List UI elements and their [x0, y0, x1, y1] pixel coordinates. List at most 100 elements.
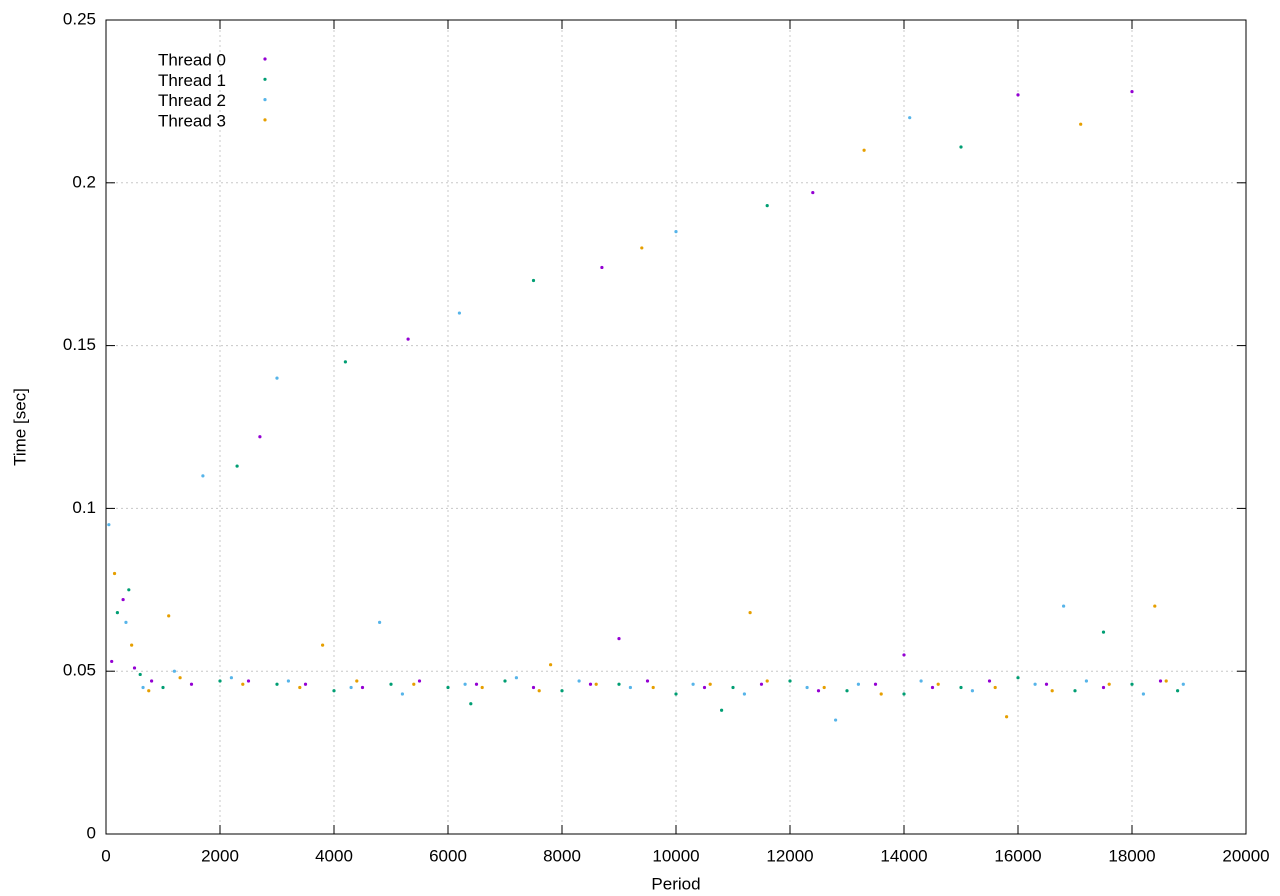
point — [993, 685, 997, 690]
point — [1033, 682, 1037, 686]
point — [474, 682, 479, 686]
x-tick-label: 0 — [101, 846, 110, 865]
point — [873, 682, 878, 686]
point — [759, 682, 764, 686]
point — [816, 689, 821, 693]
point — [919, 679, 923, 683]
point — [332, 689, 336, 693]
point — [150, 679, 154, 683]
point — [1176, 689, 1180, 693]
point — [748, 610, 752, 615]
point — [201, 474, 205, 478]
point — [674, 230, 678, 234]
point — [549, 663, 553, 667]
point — [406, 337, 410, 341]
point — [908, 116, 912, 120]
point — [1141, 692, 1145, 696]
legend-marker — [263, 118, 267, 122]
point — [1164, 679, 1168, 683]
point — [378, 620, 382, 624]
legend-label: Thread 2 — [158, 91, 226, 110]
point — [417, 679, 422, 683]
point — [355, 679, 359, 683]
point — [1101, 630, 1106, 634]
point — [765, 203, 769, 208]
y-tick-label: 0.2 — [72, 172, 96, 191]
point — [167, 614, 171, 618]
point — [531, 685, 536, 690]
point — [674, 692, 678, 696]
point — [469, 702, 473, 706]
point — [178, 676, 182, 680]
point — [902, 692, 906, 696]
point — [389, 682, 393, 686]
point — [1073, 689, 1077, 693]
legend-marker — [263, 57, 267, 61]
point — [141, 685, 145, 690]
point — [930, 685, 935, 690]
point — [702, 685, 707, 690]
legend-marker — [263, 98, 267, 102]
point — [503, 679, 507, 683]
point — [1005, 715, 1009, 719]
legend-marker — [263, 77, 267, 81]
point — [1079, 122, 1083, 126]
point — [805, 685, 809, 690]
y-axis-label: Time [sec] — [10, 388, 29, 466]
point — [645, 679, 650, 683]
point — [275, 376, 279, 380]
x-tick-label: 2000 — [201, 846, 239, 865]
legend-label: Thread 1 — [158, 71, 226, 90]
point — [115, 610, 119, 615]
point — [189, 682, 194, 686]
point — [172, 669, 176, 673]
point — [246, 679, 251, 683]
point — [577, 679, 581, 683]
point — [147, 689, 151, 693]
point — [970, 689, 975, 693]
point — [258, 435, 262, 439]
y-tick-label: 0.25 — [63, 9, 96, 28]
y-tick-label: 0.15 — [63, 335, 96, 354]
point — [446, 685, 450, 690]
point — [834, 718, 838, 722]
plot-frame — [105, 19, 1247, 835]
point — [275, 682, 279, 686]
x-tick-label: 16000 — [994, 846, 1041, 865]
point — [588, 682, 593, 686]
point — [1044, 682, 1049, 686]
point — [1107, 682, 1111, 686]
x-tick-label: 12000 — [766, 846, 813, 865]
point — [1130, 90, 1134, 94]
point — [132, 666, 137, 670]
point — [788, 679, 792, 683]
x-tick-label: 14000 — [880, 846, 927, 865]
point — [343, 360, 347, 364]
y-tick-label: 0.1 — [72, 498, 96, 517]
point — [845, 689, 849, 693]
point — [349, 685, 353, 690]
point — [1101, 685, 1106, 690]
point — [235, 464, 239, 468]
point — [107, 523, 111, 527]
point — [731, 685, 735, 690]
point — [862, 148, 866, 152]
point — [1016, 93, 1020, 97]
x-axis-label: Period — [651, 874, 700, 893]
point — [600, 265, 604, 270]
point — [218, 679, 222, 683]
point — [130, 643, 134, 647]
x-tick-label: 18000 — [1108, 846, 1155, 865]
point — [463, 682, 467, 686]
point — [229, 676, 233, 680]
x-tick-label: 20000 — [1222, 846, 1269, 865]
point — [720, 708, 724, 712]
point — [531, 278, 536, 283]
point — [112, 571, 117, 576]
point — [412, 682, 416, 686]
x-tick-label: 8000 — [543, 846, 581, 865]
point — [1153, 604, 1157, 608]
point — [651, 685, 655, 690]
point — [987, 679, 992, 683]
point — [124, 620, 128, 624]
